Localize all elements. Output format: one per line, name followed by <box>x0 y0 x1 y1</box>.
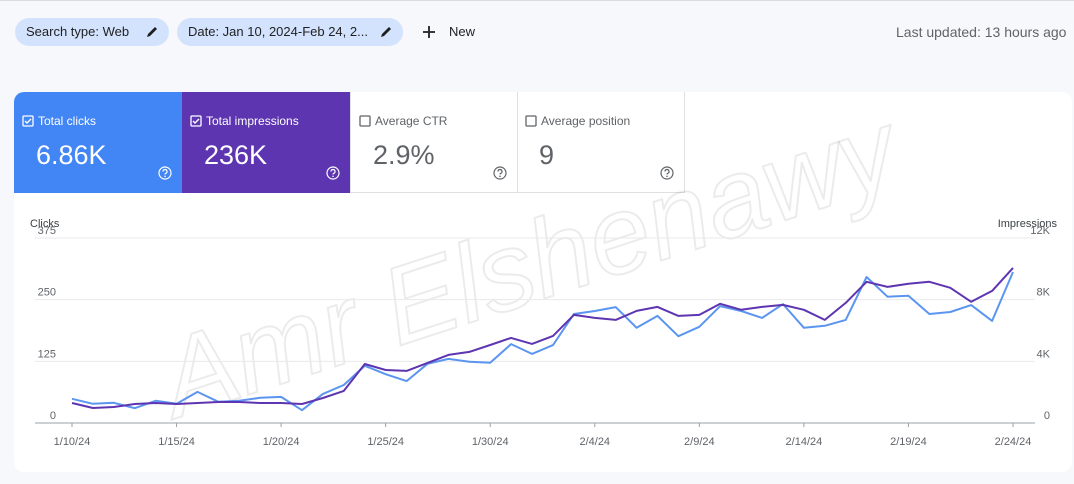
y2-tick-label: 12K <box>1030 225 1050 237</box>
y-tick-label: 125 <box>38 348 56 360</box>
x-tick-label: 1/15/24 <box>158 436 195 448</box>
metric-value: 9 <box>539 140 555 170</box>
y-tick-label: 0 <box>50 410 56 422</box>
help-icon[interactable] <box>326 166 340 180</box>
divider <box>0 0 1074 1</box>
x-tick-label: 2/24/24 <box>995 436 1032 448</box>
new-button[interactable]: New <box>420 18 475 46</box>
edit-icon <box>381 27 391 37</box>
filter-chip[interactable]: Date: Jan 10, 2024-Feb 24, 2... <box>177 18 403 46</box>
performance-panel: Total clicks 6.86K Total impressions 236… <box>14 92 1072 472</box>
x-tick-label: 2/4/24 <box>579 436 610 448</box>
plus-icon <box>423 26 435 38</box>
metric-card[interactable]: Total clicks 6.86K <box>14 92 182 193</box>
y2-axis-title: Impressions <box>998 218 1058 230</box>
x-tick-label: 1/20/24 <box>263 436 300 448</box>
last-updated: Last updated: 13 hours ago <box>896 24 1067 40</box>
new-label: New <box>449 24 476 39</box>
x-tick-label: 1/30/24 <box>472 436 509 448</box>
metric-card[interactable]: Average position 9 <box>517 92 685 193</box>
metric-value: 236K <box>204 140 268 170</box>
y-tick-label: 250 <box>38 287 56 299</box>
x-tick-label: 2/14/24 <box>786 436 823 448</box>
help-icon[interactable] <box>493 166 507 180</box>
x-tick-label: 1/25/24 <box>367 436 404 448</box>
help-icon[interactable] <box>158 166 172 180</box>
checkbox <box>525 115 537 127</box>
metric-label: Average position <box>541 114 631 128</box>
filter-chip[interactable]: Search type: Web <box>15 18 169 46</box>
y2-tick-label: 4K <box>1037 348 1051 360</box>
y2-tick-label: 8K <box>1037 287 1051 299</box>
watermark: Amr Elshenawy <box>140 86 916 443</box>
metric-value: 6.86K <box>36 140 107 170</box>
y2-tick-label: 0 <box>1044 410 1050 422</box>
y-tick-label: 375 <box>38 225 56 237</box>
checkbox <box>22 115 34 127</box>
series-line <box>71 267 1014 409</box>
chip-label: Date: Jan 10, 2024-Feb 24, 2... <box>188 24 368 39</box>
checkbox <box>190 115 202 127</box>
metric-value: 2.9% <box>373 140 435 170</box>
edit-icon <box>147 27 157 37</box>
checkbox <box>359 115 371 127</box>
y-axis-title: Clicks <box>30 218 60 230</box>
metric-card[interactable]: Average CTR 2.9% <box>350 92 518 193</box>
x-tick-label: 2/19/24 <box>890 436 927 448</box>
metric-label: Average CTR <box>375 114 448 128</box>
help-icon[interactable] <box>660 166 674 180</box>
metric-card[interactable]: Total impressions 236K <box>182 92 350 193</box>
metric-label: Total clicks <box>38 114 97 128</box>
metric-label: Total impressions <box>206 114 299 128</box>
x-tick-label: 2/9/24 <box>684 436 715 448</box>
chip-label: Search type: Web <box>26 24 130 39</box>
x-tick-label: 1/10/24 <box>54 436 91 448</box>
